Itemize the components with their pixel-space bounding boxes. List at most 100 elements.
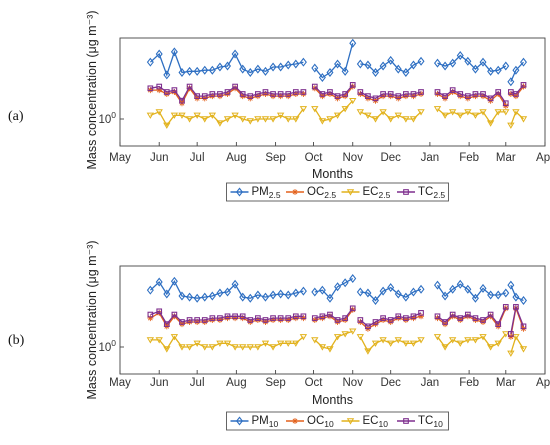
data-point — [156, 309, 163, 316]
data-point — [261, 66, 269, 76]
data-point — [193, 112, 201, 119]
data-point — [371, 116, 380, 123]
x-tick-label: Feb — [459, 152, 479, 164]
y-tick-label: 100 — [98, 338, 116, 354]
legend: PM2.5 OC2.5 EC2.5 TC2.5 — [226, 182, 449, 202]
data-point — [502, 304, 509, 310]
data-point — [224, 287, 232, 297]
data-point — [318, 344, 327, 351]
legend-entry: EC2.5 — [363, 186, 391, 200]
series-square-3 — [147, 304, 527, 337]
data-point — [341, 331, 349, 338]
data-point — [486, 344, 495, 351]
x-tick-label: Jan — [421, 152, 440, 164]
data-point — [232, 85, 239, 92]
data-point — [507, 333, 514, 340]
data-point — [513, 91, 519, 97]
data-point — [512, 292, 520, 302]
data-point — [326, 346, 334, 353]
data-point — [417, 337, 425, 344]
data-point — [311, 315, 318, 321]
data-point — [349, 306, 356, 313]
x-tick-label: Aug — [226, 377, 246, 389]
data-point — [387, 91, 394, 97]
data-point — [402, 116, 410, 123]
x-tick-label: Jan — [421, 377, 440, 389]
data-point — [342, 315, 348, 321]
data-point — [292, 340, 300, 347]
data-point — [372, 319, 379, 325]
data-point — [486, 120, 495, 127]
data-point — [246, 67, 254, 77]
data-point — [464, 56, 472, 66]
data-point — [319, 313, 326, 320]
data-point — [223, 340, 232, 347]
data-point — [299, 57, 307, 67]
data-point — [449, 313, 456, 320]
data-point — [231, 344, 239, 351]
legend-marker — [346, 418, 355, 425]
data-point — [185, 344, 194, 351]
data-point — [494, 109, 502, 116]
data-point — [318, 73, 326, 83]
series-line — [510, 84, 524, 95]
data-point — [502, 100, 509, 107]
data-point — [434, 313, 441, 320]
data-point — [394, 337, 402, 344]
data-point — [261, 340, 270, 347]
data-point — [262, 89, 269, 95]
data-point — [285, 91, 292, 97]
data-point — [372, 67, 380, 77]
series-line — [510, 304, 525, 335]
data-point — [269, 62, 277, 72]
data-point — [480, 91, 486, 97]
data-point — [341, 66, 349, 76]
series-line — [360, 59, 422, 74]
data-point — [502, 109, 510, 116]
data-point — [410, 313, 417, 320]
data-point — [456, 112, 464, 119]
series-diamond-0 — [146, 38, 527, 87]
data-point — [403, 315, 409, 321]
data-point — [457, 315, 464, 321]
data-point — [464, 313, 471, 320]
data-point — [402, 292, 410, 302]
data-point — [364, 112, 372, 119]
data-point — [285, 315, 292, 321]
data-point — [171, 311, 178, 318]
data-point — [418, 313, 425, 320]
x-tick-label: Mar — [496, 377, 516, 389]
data-point — [449, 311, 456, 318]
data-point — [464, 337, 472, 344]
data-point — [247, 93, 254, 99]
series-line — [314, 307, 354, 321]
data-point — [239, 64, 247, 74]
data-point — [441, 291, 449, 301]
data-point — [479, 334, 487, 341]
data-point — [409, 60, 417, 70]
x-tick-label: Nov — [343, 152, 364, 164]
data-point — [326, 313, 333, 320]
data-point — [479, 57, 487, 67]
data-point — [246, 293, 254, 303]
data-point — [456, 340, 464, 347]
x-axis-label: Months — [312, 393, 353, 407]
data-point — [448, 337, 457, 344]
data-point — [262, 317, 269, 323]
data-point — [433, 280, 441, 290]
x-axis-label: Months — [312, 167, 353, 181]
data-point — [269, 344, 277, 351]
data-point — [433, 58, 441, 68]
data-point — [507, 331, 514, 337]
data-point — [246, 118, 254, 125]
data-point — [507, 280, 515, 290]
legend-entry: PM2.5 — [252, 186, 281, 200]
data-point — [299, 334, 308, 341]
data-point — [193, 66, 201, 76]
x-tick-label: Apr — [536, 377, 550, 389]
data-point — [155, 49, 163, 59]
series-line — [314, 277, 354, 300]
series-line — [510, 284, 524, 302]
data-point — [464, 93, 471, 99]
data-point — [185, 116, 194, 123]
